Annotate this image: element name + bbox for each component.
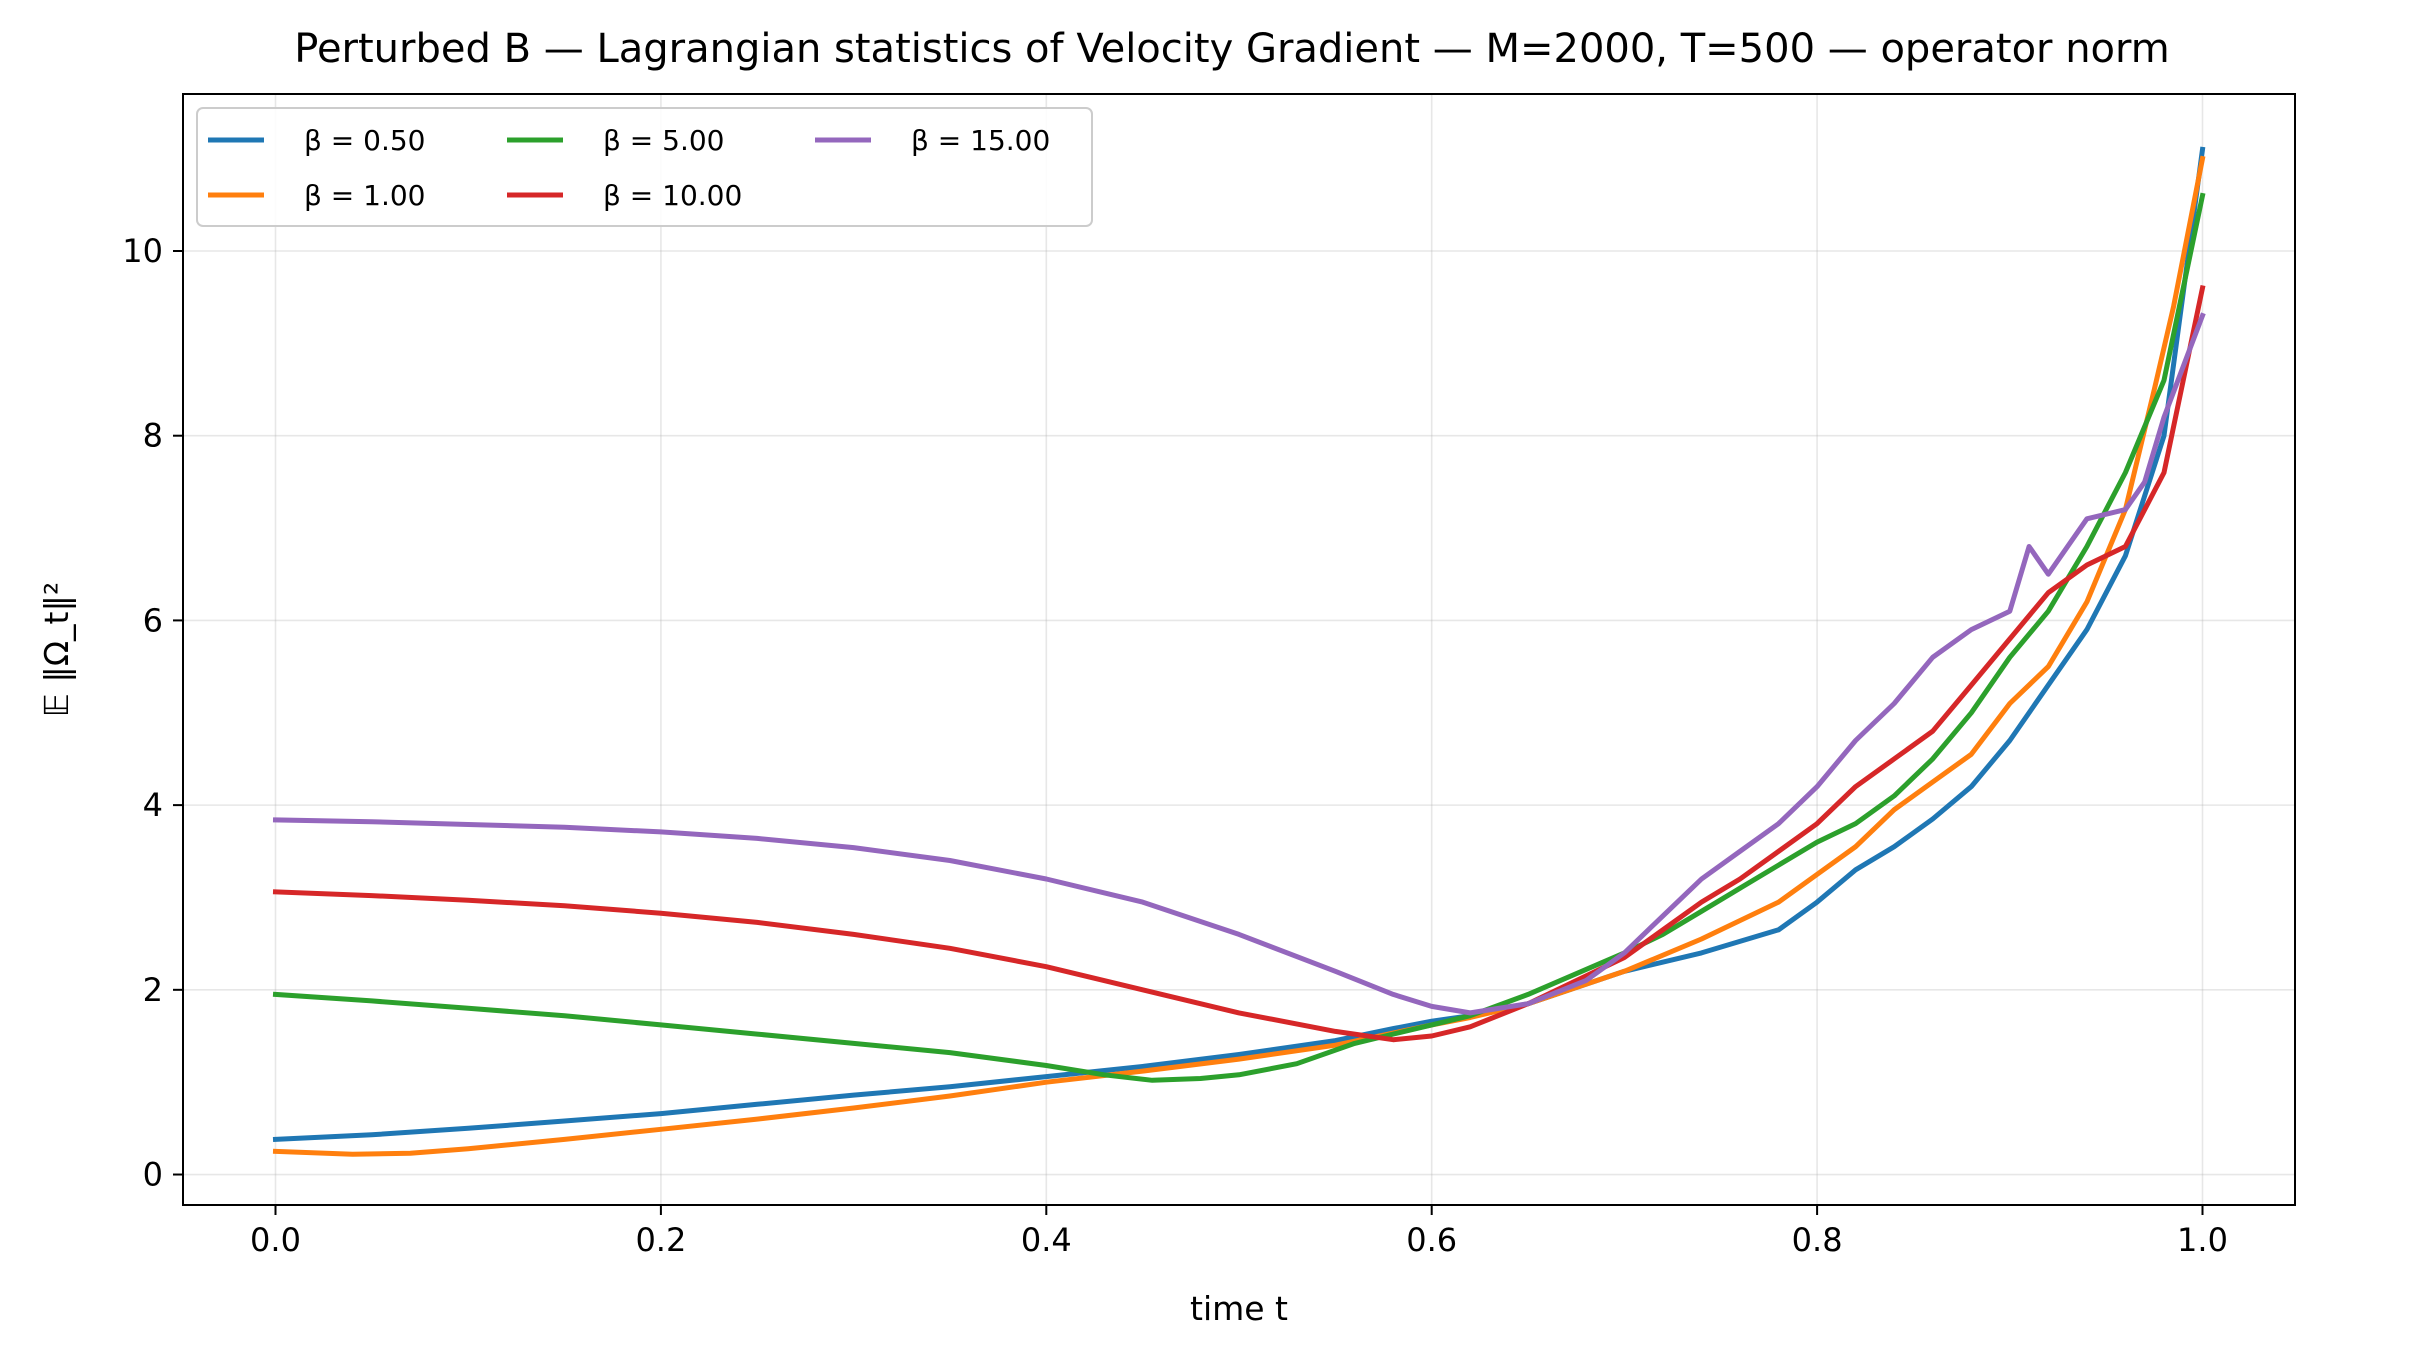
series-line-3: [272, 192, 2206, 1083]
x-tick-label: 0.4: [1021, 1221, 1072, 1259]
y-tick-label: 0: [143, 1156, 163, 1194]
x-tick-label: 0.6: [1406, 1221, 1457, 1259]
x-tick-label: 0.8: [1792, 1221, 1843, 1259]
legend-label: β = 10.00: [603, 179, 742, 212]
series-line-4: [272, 284, 2206, 1043]
chart-title: Perturbed B — Lagrangian statistics of V…: [294, 26, 2170, 72]
legend: β = 0.50 β = 1.00 β = 5.00 β = 10.00 β = 15.…: [196, 107, 1093, 227]
x-axis-label: time t: [1190, 1289, 1288, 1328]
legend-label: β = 15.00: [911, 124, 1050, 157]
plot-area: 0.0 0.2 0.4 0.6 0.8 1.0 0 2 4 6 8 10 time t 𝔼 ‖Ω_t‖² β…: [37, 93, 2296, 1328]
legend-label: β = 1.00: [304, 179, 425, 212]
series-line-5: [272, 312, 2206, 1016]
y-axis-label: 𝔼 ‖Ω_t‖²: [37, 582, 76, 717]
x-tick-label: 0.0: [250, 1221, 301, 1259]
legend-label: β = 5.00: [603, 124, 724, 157]
x-tick-label: 0.2: [635, 1221, 686, 1259]
legend-label: β = 0.50: [304, 124, 425, 157]
y-tick-label: 8: [143, 417, 163, 455]
axes-frame: [182, 93, 2296, 1206]
y-tick-label: 4: [143, 786, 163, 824]
x-tick-label: 1.0: [2177, 1221, 2228, 1259]
y-tick-label: 10: [122, 232, 163, 270]
y-tick-label: 6: [143, 601, 163, 639]
series-group: [272, 146, 2206, 1157]
y-tick-label: 2: [143, 971, 163, 1009]
